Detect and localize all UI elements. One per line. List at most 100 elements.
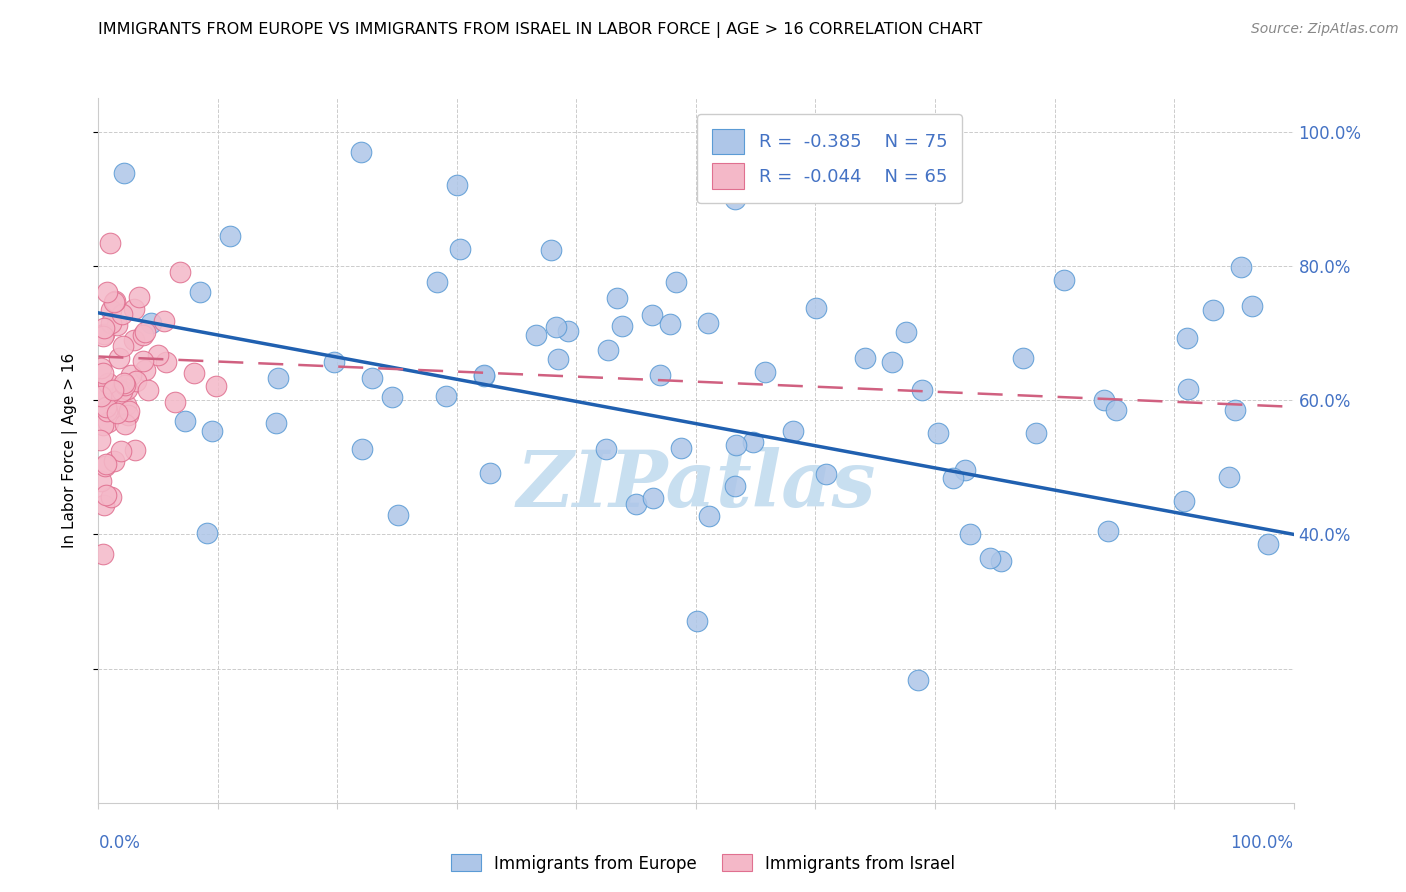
Point <box>352 442 374 456</box>
Point <box>205 379 228 393</box>
Point <box>146 348 169 362</box>
Point <box>557 325 579 339</box>
Point <box>89 433 111 447</box>
Point <box>1202 302 1225 317</box>
Point <box>598 343 620 357</box>
Point <box>103 454 125 468</box>
Point <box>1218 470 1240 484</box>
Point <box>894 326 917 340</box>
Point <box>89 387 111 401</box>
Point <box>91 418 114 433</box>
Point <box>350 145 373 159</box>
Point <box>124 443 146 458</box>
Point <box>610 318 633 333</box>
Point <box>115 382 138 396</box>
Point <box>96 404 118 418</box>
Point <box>648 368 671 382</box>
Point <box>100 490 122 504</box>
Point <box>1097 524 1119 538</box>
Point <box>696 316 718 330</box>
Point <box>595 442 617 456</box>
Point <box>124 333 146 347</box>
Point <box>686 614 709 628</box>
Point <box>201 424 224 438</box>
Point <box>98 236 121 251</box>
Point <box>547 351 569 366</box>
Point <box>322 354 344 368</box>
Point <box>94 401 117 415</box>
Point <box>173 414 195 428</box>
Legend: Immigrants from Europe, Immigrants from Israel: Immigrants from Europe, Immigrants from … <box>444 847 962 880</box>
Point <box>853 351 876 365</box>
Point <box>814 467 837 481</box>
Point <box>96 285 118 300</box>
Point <box>1053 273 1076 287</box>
Point <box>111 339 134 353</box>
Point <box>134 325 156 339</box>
Point <box>911 383 934 397</box>
Point <box>1025 425 1047 440</box>
Point <box>219 229 242 244</box>
Text: IMMIGRANTS FROM EUROPE VS IMMIGRANTS FROM ISRAEL IN LABOR FORCE | AGE > 16 CORRE: IMMIGRANTS FROM EUROPE VS IMMIGRANTS FRO… <box>98 22 983 38</box>
Point <box>1092 392 1115 407</box>
Point <box>1241 299 1264 313</box>
Point <box>1223 403 1246 417</box>
Point <box>907 673 929 687</box>
Point <box>697 509 720 524</box>
Point <box>990 554 1012 568</box>
Point <box>91 329 114 343</box>
Text: 100.0%: 100.0% <box>1230 834 1294 852</box>
Point <box>136 383 159 397</box>
Point <box>132 328 155 343</box>
Point <box>664 275 686 289</box>
Point <box>101 382 124 396</box>
Point <box>979 550 1001 565</box>
Point <box>426 275 449 289</box>
Point <box>195 526 218 541</box>
Point <box>90 474 112 488</box>
Point <box>128 290 150 304</box>
Point <box>540 243 562 257</box>
Point <box>111 384 134 398</box>
Point <box>93 326 115 341</box>
Point <box>882 355 904 369</box>
Point <box>381 391 404 405</box>
Point <box>1177 382 1199 396</box>
Point <box>153 314 176 328</box>
Point <box>165 394 187 409</box>
Point <box>132 353 155 368</box>
Point <box>1011 351 1033 365</box>
Point <box>107 389 129 403</box>
Point <box>96 457 118 471</box>
Point <box>107 351 129 366</box>
Point <box>93 498 115 512</box>
Point <box>122 301 145 316</box>
Point <box>120 368 142 382</box>
Point <box>942 471 965 485</box>
Point <box>264 416 287 430</box>
Point <box>724 192 747 206</box>
Point <box>725 438 748 452</box>
Point <box>754 366 776 380</box>
Point <box>449 242 471 256</box>
Point <box>1175 331 1198 345</box>
Point <box>104 293 127 308</box>
Point <box>472 369 495 384</box>
Text: Source: ZipAtlas.com: Source: ZipAtlas.com <box>1251 22 1399 37</box>
Point <box>112 166 135 180</box>
Point <box>188 285 211 300</box>
Point <box>546 320 568 334</box>
Point <box>606 291 628 305</box>
Point <box>155 355 177 369</box>
Point <box>117 408 139 422</box>
Point <box>1105 402 1128 417</box>
Point <box>111 380 134 394</box>
Point <box>97 416 120 430</box>
Point <box>169 265 191 279</box>
Point <box>94 459 117 474</box>
Y-axis label: In Labor Force | Age > 16: In Labor Force | Age > 16 <box>62 353 77 548</box>
Point <box>446 178 468 193</box>
Legend: R =  -0.385    N = 75, R =  -0.044    N = 65: R = -0.385 N = 75, R = -0.044 N = 65 <box>697 114 962 203</box>
Point <box>110 443 132 458</box>
Point <box>93 321 115 335</box>
